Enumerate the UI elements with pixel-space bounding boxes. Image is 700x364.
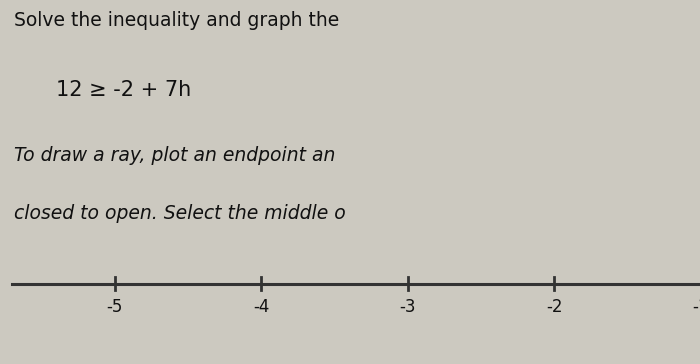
Text: -2: -2 — [546, 298, 562, 316]
Text: 12 ≥ -2 + 7h: 12 ≥ -2 + 7h — [56, 80, 191, 100]
Text: To draw a ray, plot an endpoint an: To draw a ray, plot an endpoint an — [14, 146, 335, 165]
Text: -3: -3 — [400, 298, 416, 316]
Text: closed to open. Select the middle o: closed to open. Select the middle o — [14, 204, 346, 223]
Text: Solve the inequality and graph the: Solve the inequality and graph the — [14, 11, 340, 30]
Text: -5: -5 — [106, 298, 122, 316]
Text: -1: -1 — [692, 298, 700, 316]
Text: -4: -4 — [253, 298, 270, 316]
